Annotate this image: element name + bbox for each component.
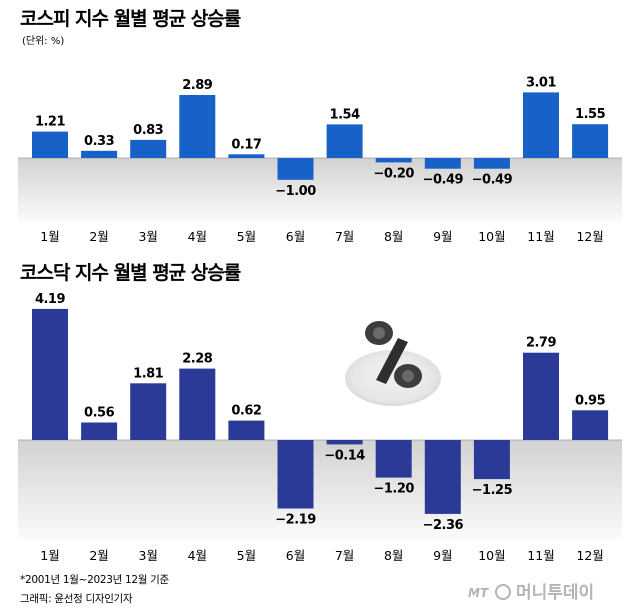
footer: *2001년 1월~2023년 12월 기준 그래픽: 윤선정 디자인기자 MT… xyxy=(20,574,594,605)
kosdaq-bar xyxy=(473,440,510,480)
kospi-month-tick: 5월 xyxy=(237,229,256,244)
kospi-month-tick: 1월 xyxy=(40,229,59,244)
unit-note: (단위: %) xyxy=(22,34,64,47)
kosdaq-x-ticks: 1월 2월 3월 4월 5월 6월 7월 8월 9월 10월 11월 12월 xyxy=(40,548,604,563)
kospi-value-label: 0.83 xyxy=(133,123,164,138)
kosdaq-value-label: 0.95 xyxy=(575,393,606,408)
kosdaq-bar xyxy=(228,420,265,440)
kosdaq-value-label: −1.20 xyxy=(373,482,414,497)
kospi-chart: 코스피 지수 월별 평균 상승률 (단위: %) 1.21 0.33 0.83 2.8… xyxy=(18,8,622,244)
kospi-bar xyxy=(375,158,412,163)
kosdaq-bar xyxy=(326,440,363,445)
kosdaq-bar xyxy=(277,440,314,509)
kospi-value-label: −0.49 xyxy=(423,173,464,188)
kosdaq-month-tick: 3월 xyxy=(138,548,157,563)
kosdaq-month-tick: 7월 xyxy=(335,548,354,563)
kospi-value-label: 1.55 xyxy=(575,107,606,122)
brand-mark xyxy=(495,584,511,600)
kosdaq-month-tick: 4월 xyxy=(188,548,207,563)
kospi-month-tick: 8월 xyxy=(384,229,403,244)
kospi-month-tick: 11월 xyxy=(527,229,554,244)
kospi-bar xyxy=(228,154,265,158)
kospi-month-tick: 12월 xyxy=(576,229,603,244)
kosdaq-month-tick: 5월 xyxy=(237,548,256,563)
kospi-bar xyxy=(277,158,314,180)
kosdaq-value-label: −1.25 xyxy=(472,483,513,498)
kosdaq-value-label: 4.19 xyxy=(35,292,66,307)
kospi-month-tick: 2월 xyxy=(89,229,108,244)
kosdaq-value-label: −2.36 xyxy=(423,518,464,533)
kospi-chart-title: 코스피 지수 월별 평균 상승률 xyxy=(20,8,241,30)
kospi-bar xyxy=(424,158,461,169)
kosdaq-value-label: −2.19 xyxy=(275,513,316,528)
percent-icon xyxy=(345,321,441,406)
kospi-month-tick: 7월 xyxy=(335,229,354,244)
kosdaq-month-tick: 11월 xyxy=(527,548,554,563)
brand-name: 머니투데이 xyxy=(516,583,594,603)
kospi-month-tick: 3월 xyxy=(138,229,157,244)
kosdaq-value-labels: 4.19 0.56 1.81 2.28 0.62 −2.19 −0.14 −1.20 −2.36… xyxy=(35,292,606,533)
kospi-value-label: −1.00 xyxy=(275,184,316,199)
kosdaq-bar xyxy=(572,410,609,440)
kospi-bar xyxy=(572,124,609,158)
kosdaq-month-tick: 1월 xyxy=(40,548,59,563)
brand-mt: MT xyxy=(468,586,489,600)
kosdaq-value-label: −0.14 xyxy=(324,448,365,463)
kosdaq-chart: 코스닥 지수 월별 평균 상승률 4.19 0.56 1.81 2.28 0.62 −2.… xyxy=(18,262,622,563)
kospi-value-label: 0.33 xyxy=(84,134,115,149)
kospi-value-label: 1.21 xyxy=(35,115,66,130)
kosdaq-bars xyxy=(32,308,609,514)
kospi-month-tick: 6월 xyxy=(286,229,305,244)
kosdaq-value-label: 2.79 xyxy=(526,336,557,351)
kospi-value-label: −0.49 xyxy=(472,173,513,188)
kosdaq-month-tick: 12월 xyxy=(576,548,603,563)
kospi-value-label: 1.54 xyxy=(330,107,361,122)
kospi-bars xyxy=(32,92,609,180)
kospi-month-tick: 4월 xyxy=(188,229,207,244)
kospi-bar xyxy=(523,92,559,158)
kospi-value-label: 2.89 xyxy=(182,78,213,93)
kospi-bar xyxy=(130,139,167,158)
brand-logo: MT 머니투데이 xyxy=(468,583,594,603)
kospi-bar xyxy=(32,131,68,158)
period-footnote: *2001년 1월~2023년 12월 기준 xyxy=(20,574,170,586)
kosdaq-bar xyxy=(424,440,461,514)
kosdaq-month-tick: 2월 xyxy=(89,548,108,563)
kosdaq-value-label: 0.62 xyxy=(231,404,261,419)
kospi-value-labels: 1.21 0.33 0.83 2.89 0.17 −1.00 1.54 −0.20 −0.49−… xyxy=(35,75,606,198)
kospi-value-label: −0.20 xyxy=(373,166,414,181)
kosdaq-month-tick: 6월 xyxy=(286,548,305,563)
kosdaq-bar xyxy=(523,352,559,440)
kosdaq-chart-title: 코스닥 지수 월별 평균 상승률 xyxy=(20,262,241,284)
kosdaq-bar xyxy=(32,308,68,440)
kospi-value-label: 0.17 xyxy=(231,137,262,152)
kospi-month-tick: 10월 xyxy=(478,229,505,244)
kospi-bar xyxy=(326,124,363,158)
kosdaq-value-label: 1.81 xyxy=(133,366,164,381)
kosdaq-month-tick: 8월 xyxy=(384,548,403,563)
kospi-bar xyxy=(179,95,216,158)
graphic-credit: 그래픽: 윤선정 디자인기자 xyxy=(20,593,133,605)
kosdaq-value-label: 0.56 xyxy=(84,406,115,421)
kospi-bar xyxy=(81,150,118,158)
kospi-negative-zone xyxy=(18,158,622,222)
kospi-x-ticks: 1월 2월 3월 4월 5월 6월 7월 8월 9월 10월 11월 12월 xyxy=(40,229,604,244)
kosdaq-value-label: 2.28 xyxy=(182,352,213,367)
kosdaq-bar xyxy=(375,440,412,478)
kospi-value-label: 3.01 xyxy=(526,75,557,90)
kospi-month-tick: 9월 xyxy=(433,229,452,244)
kosdaq-month-tick: 9월 xyxy=(433,548,452,563)
kosdaq-bar xyxy=(130,383,167,440)
kosdaq-month-tick: 10월 xyxy=(478,548,505,563)
kosdaq-negative-zone xyxy=(18,440,622,540)
kosdaq-bar xyxy=(179,368,216,440)
kospi-bar xyxy=(473,158,510,169)
kosdaq-bar xyxy=(81,422,118,440)
